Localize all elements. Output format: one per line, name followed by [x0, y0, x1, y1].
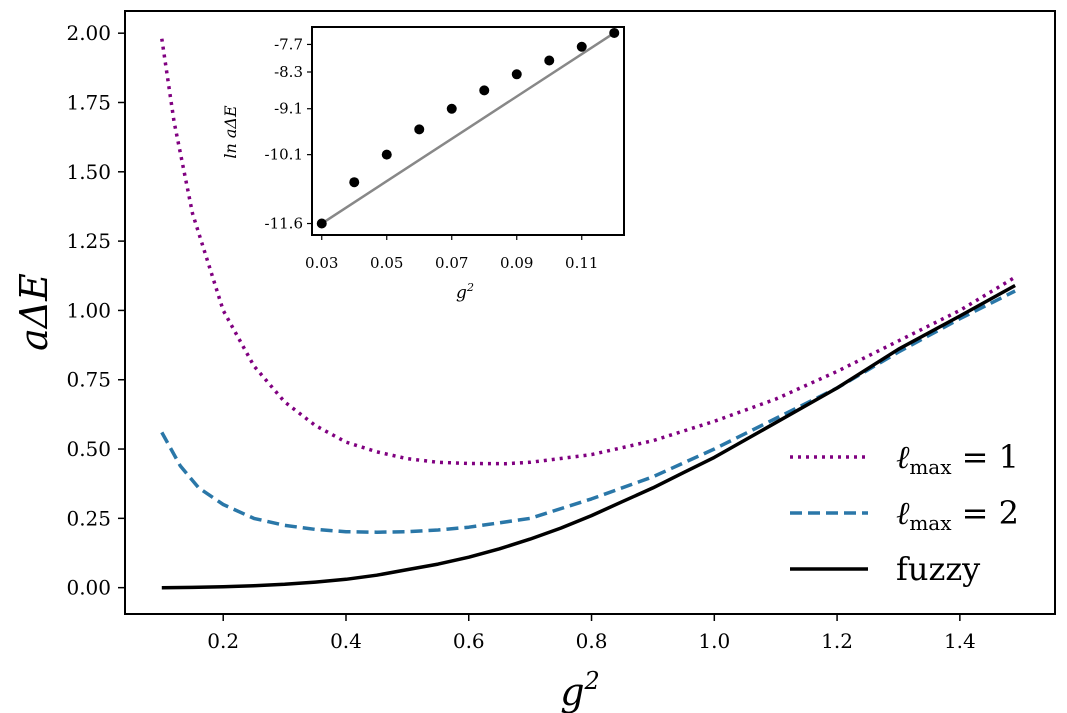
inset-point: [316, 218, 327, 229]
inset-x-tick-label: 0.11: [565, 254, 598, 272]
legend-ell: ℓ: [896, 438, 910, 476]
x-tick-label: 0.8: [576, 629, 608, 653]
inset-point: [479, 85, 490, 96]
inset-x-axis-label-base: g: [456, 283, 467, 303]
y-tick-label: 1.00: [66, 298, 111, 322]
main-plot: 0.2 0.4 0.6 0.8 1.0 1.2 1.4 0.00 0.25 0.50 0.75 1.…: [12, 10, 1056, 713]
inset-point: [576, 41, 587, 52]
series-line-lmax1: [160, 38, 1017, 466]
inset-x-tick-label: 0.03: [305, 254, 338, 272]
y-tick-label: 0.00: [66, 576, 111, 600]
x-tick-label: 1.4: [944, 629, 976, 653]
x-tick-label: 0.2: [207, 629, 239, 653]
y-tick-label: 2.00: [66, 21, 111, 45]
legend-label-lmax1: ℓmax = 1: [896, 438, 1019, 479]
inset-plot: 0.03 0.05 0.07 0.09 0.11 -11.6-10.1-9.1-8.3-…: [221, 26, 625, 303]
main-x-ticks: 0.2 0.4 0.6 0.8 1.0 1.2 1.4: [207, 614, 976, 653]
y-tick-label: 1.25: [66, 229, 111, 253]
inset-point: [381, 149, 392, 160]
inset-x-tick-label: 0.07: [435, 254, 468, 272]
main-x-axis-label: g2: [560, 667, 600, 713]
legend-subscript: max: [909, 455, 952, 479]
x-tick-label: 0.4: [330, 629, 362, 653]
main-y-ticks: 0.00 0.25 0.50 0.75 1.00 1.25 1.50 1.75 2.00: [66, 21, 125, 600]
inset-point: [511, 69, 522, 80]
inset-y-tick-label: -7.7: [274, 35, 303, 53]
inset-x-ticks: 0.03 0.05 0.07 0.09 0.11: [305, 235, 598, 272]
inset-x-tick-label: 0.09: [500, 254, 533, 272]
y-tick-label: 0.75: [66, 368, 111, 392]
y-tick-label: 0.50: [66, 437, 111, 461]
inset-x-axis-label: g2: [456, 281, 474, 303]
inset-y-axis-label: ln aΔE: [221, 105, 240, 159]
x-tick-label: 0.6: [453, 629, 485, 653]
x-tick-label: 1.2: [821, 629, 853, 653]
main-x-axis-label-base: g: [560, 670, 584, 713]
inset-y-tick-label: -11.6: [265, 215, 303, 233]
inset-x-tick-label: 0.05: [370, 254, 403, 272]
series-line-lmax2: [160, 289, 1016, 534]
series-line-fuzzy: [161, 283, 1016, 590]
inset-points-group: [316, 27, 620, 229]
inset-fit-line: [321, 31, 615, 225]
main-x-axis-label-superscript: 2: [584, 667, 600, 695]
inset-y-tick-label: -8.3: [274, 63, 303, 81]
main-series-group: [160, 38, 1017, 590]
legend-subscript: max: [909, 511, 952, 535]
inset-y-tick-label: -10.1: [265, 146, 303, 164]
inset-point: [349, 177, 360, 188]
x-tick-label: 1.0: [698, 629, 730, 653]
inset-point: [446, 103, 457, 114]
legend-ell: ℓ: [896, 494, 910, 532]
main-plot-frame: [124, 10, 1056, 615]
inset-point: [414, 124, 425, 135]
main-y-axis-label: aΔE: [12, 273, 56, 351]
legend-label-lmax2: ℓmax = 2: [896, 494, 1019, 535]
inset-x-axis-label-superscript: 2: [466, 281, 474, 294]
inset-y-ticks: -11.6 -10.1 -9.1 -8.3 -7.7: [265, 35, 312, 233]
legend-value: = 1: [952, 438, 1020, 476]
inset-fit-group: [321, 31, 615, 225]
y-tick-label: 0.25: [66, 506, 111, 530]
inset-y-tick-label: -9.1: [274, 100, 303, 118]
legend-value: = 2: [952, 494, 1020, 532]
inset-plot-frame: [311, 26, 625, 236]
y-tick-label: 1.75: [66, 90, 111, 114]
legend-label-fuzzy: fuzzy: [896, 550, 980, 588]
inset-point: [544, 55, 555, 66]
y-tick-label: 1.50: [66, 160, 111, 184]
inset-point: [609, 27, 620, 38]
